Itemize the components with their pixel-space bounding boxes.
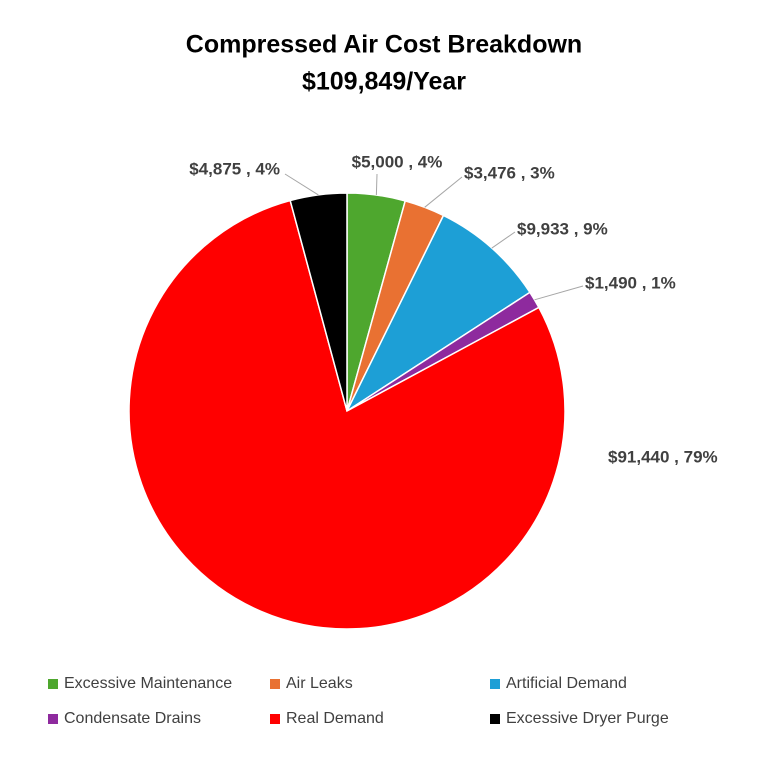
leader-line xyxy=(424,176,463,208)
data-label: $9,933 , 9% xyxy=(517,219,608,238)
leader-line xyxy=(375,173,378,196)
data-label: $4,875 , 4% xyxy=(189,159,280,178)
data-label: $5,000 , 4% xyxy=(352,152,443,171)
legend-swatch xyxy=(48,714,58,724)
legend-label: Real Demand xyxy=(286,710,384,727)
data-label: $3,476 , 3% xyxy=(464,163,555,182)
legend-label: Air Leaks xyxy=(286,675,353,692)
legend-label: Condensate Drains xyxy=(64,710,201,727)
leader-line xyxy=(491,231,516,249)
leader-line xyxy=(534,285,584,301)
data-label: $1,490 , 1% xyxy=(585,273,676,292)
legend-swatch xyxy=(48,679,58,689)
legend-swatch xyxy=(490,714,500,724)
leader-line xyxy=(284,173,319,196)
pie-slice xyxy=(128,199,566,630)
data-label: $91,440 , 79% xyxy=(608,447,718,466)
pie-slice xyxy=(289,192,348,412)
legend-swatch xyxy=(270,714,280,724)
legend-label: Excessive Dryer Purge xyxy=(506,710,669,727)
legend-swatch xyxy=(490,679,500,689)
legend-swatch xyxy=(270,679,280,689)
chart-subtitle: $109,849/Year xyxy=(302,68,466,96)
legend-label: Excessive Maintenance xyxy=(64,675,232,692)
chart-title: Compressed Air Cost Breakdown xyxy=(186,31,582,59)
legend-label: Artificial Demand xyxy=(506,675,627,692)
